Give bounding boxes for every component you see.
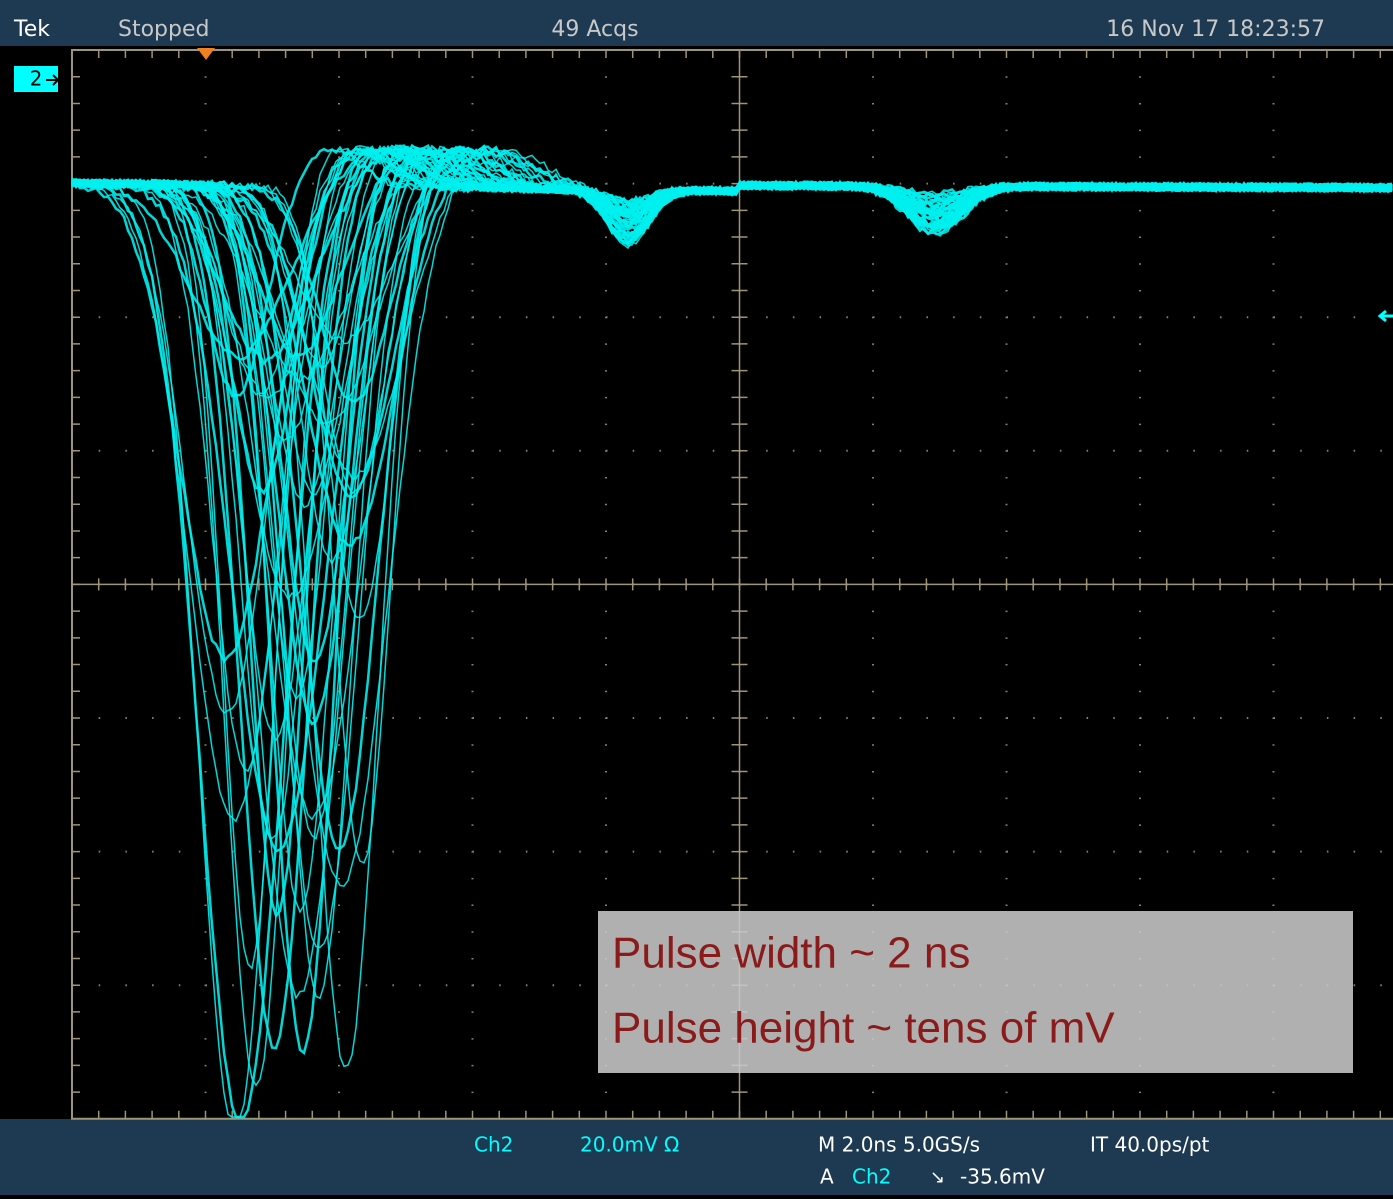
- interpolation: IT 40.0ps/pt: [1090, 1133, 1210, 1157]
- waveform-trace: [72, 146, 1392, 360]
- waveform-trace: [72, 148, 1392, 998]
- trigger-slope: ↘: [930, 1167, 945, 1188]
- acquisitions: 49 Acqs: [551, 17, 638, 42]
- timestamp: 16 Nov 17 18:23:57: [1106, 17, 1325, 42]
- waveform-trace: [72, 146, 1392, 364]
- vertical-scale: 20.0mV Ω: [580, 1133, 679, 1157]
- left-margin: [8, 46, 72, 1119]
- timebase: M 2.0ns 5.0GS/s: [818, 1133, 980, 1157]
- channel-label: Ch2: [474, 1133, 513, 1157]
- status: Stopped: [118, 17, 209, 42]
- waveform-trace: [72, 145, 1392, 367]
- channel-marker: 2: [30, 67, 43, 91]
- trigger-level-arrow: [1380, 311, 1393, 321]
- brand: Tek: [13, 17, 50, 42]
- trigger-channel: Ch2: [852, 1165, 891, 1189]
- waveform-trace: [72, 150, 1392, 998]
- scope-display: 2 Tek Stopped 49 Acqs 16 Nov 17 18:23:57…: [0, 0, 1393, 1195]
- annotation-line: Pulse height ~ tens of mV: [612, 1004, 1115, 1053]
- trigger-level: -35.6mV: [960, 1165, 1045, 1189]
- oscilloscope-screen: 2 Tek Stopped 49 Acqs 16 Nov 17 18:23:57…: [0, 0, 1393, 1195]
- trigger-position-marker: [197, 48, 215, 60]
- bottom-bar: [0, 1119, 1393, 1195]
- waveform-trace: [72, 150, 1392, 839]
- annotation-line: Pulse width ~ 2 ns: [612, 929, 970, 978]
- trigger-source: A: [820, 1165, 834, 1189]
